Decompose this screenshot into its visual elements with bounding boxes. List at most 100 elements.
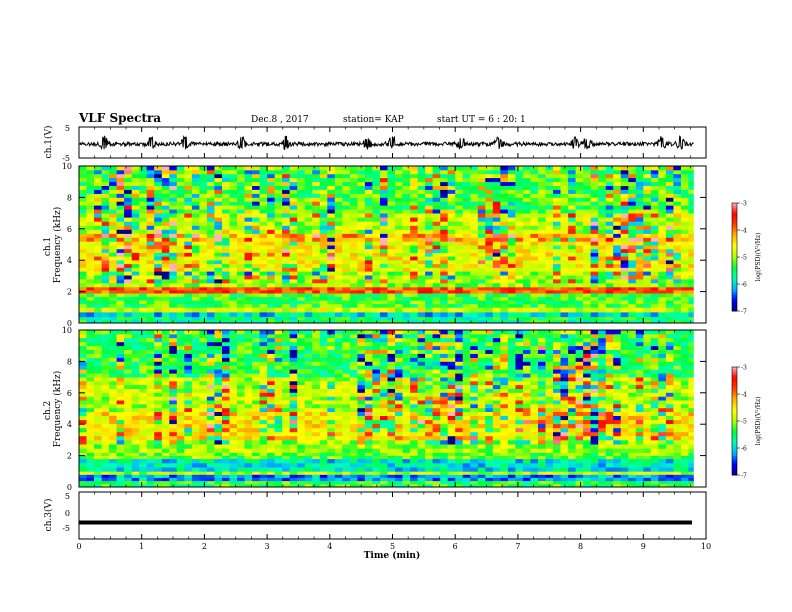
spectrogram-cell — [237, 462, 245, 468]
spectrogram-cell — [349, 213, 358, 218]
spectrogram-cell — [568, 435, 576, 441]
spectrogram-cell — [199, 477, 208, 482]
spectrogram-cell — [101, 193, 110, 198]
spectrogram-cell — [620, 290, 629, 294]
spectrogram-cell — [349, 448, 358, 453]
spectrogram-cell — [109, 185, 117, 190]
spectrogram-cell — [169, 296, 178, 301]
spectrogram-cell — [191, 229, 200, 234]
spectrogram-cell — [342, 427, 351, 433]
spectrogram-cell — [259, 471, 268, 475]
spectrogram-cell — [274, 471, 283, 475]
spectrogram-cell — [477, 471, 486, 475]
spectrogram-cell — [583, 477, 591, 482]
spectrogram-cell — [214, 467, 223, 472]
spectrogram-cell — [131, 279, 140, 284]
spectrogram-cell — [447, 467, 456, 472]
spectrogram-cell — [440, 279, 449, 284]
spectrogram-cell — [364, 177, 373, 183]
spectrogram-cell — [214, 252, 223, 257]
spectrogram-cell — [357, 419, 366, 425]
spectrogram-cell — [222, 296, 230, 301]
spectrogram-cell — [605, 177, 614, 183]
spectrogram-cell — [289, 431, 298, 437]
spectrogram-cell — [237, 319, 245, 324]
spectrogram-cell — [116, 173, 125, 179]
spectrogram-cell — [590, 286, 599, 291]
spectrogram-cell — [139, 293, 148, 298]
spectrogram-cell — [387, 319, 396, 324]
spectrogram-cell — [259, 166, 268, 171]
spectrogram-cell — [372, 283, 381, 288]
spectrogram-cell — [259, 209, 268, 214]
spectrogram-cell — [530, 307, 539, 313]
spectrogram-cell — [244, 467, 253, 472]
spectrogram-cell — [79, 462, 87, 468]
spectrogram-cell — [184, 217, 193, 222]
spectrogram-cell — [492, 197, 501, 202]
spectrogram-cell — [146, 229, 155, 234]
spectrogram-cell — [124, 181, 132, 186]
spectrogram-cell — [485, 237, 494, 242]
spectrogram-cell — [590, 201, 599, 206]
spectrogram-cell — [176, 279, 185, 284]
spectrogram-cell — [342, 452, 351, 456]
spectrogram-cell — [553, 435, 561, 441]
spectrogram-cell — [417, 275, 426, 280]
spectrogram-cell — [79, 455, 87, 460]
spectrogram-cell — [79, 237, 87, 242]
spectrogram-cell — [425, 267, 433, 272]
spectrogram-cell — [176, 209, 185, 214]
spectrogram-cell — [319, 193, 328, 198]
spectrogram-cell — [605, 423, 614, 429]
spectrogram-cell — [432, 283, 441, 288]
spectrogram-cell — [244, 431, 253, 437]
spectrogram-cell — [583, 462, 591, 468]
spectrogram-cell — [131, 241, 140, 246]
spectrogram-cell — [116, 275, 125, 280]
spectrogram-cell — [417, 316, 426, 321]
spectrogram-cell — [146, 252, 155, 257]
spectrogram-cell — [575, 415, 584, 421]
spectrogram-cell — [688, 452, 694, 456]
spectrogram-cell — [154, 427, 163, 433]
spectrogram-cell — [432, 225, 441, 230]
spectrogram-cell — [635, 444, 644, 449]
spectrogram-cell — [109, 241, 117, 246]
spectrogram-cell — [417, 263, 426, 268]
spectrogram-cell — [515, 296, 524, 301]
spectrogram-cell — [304, 296, 313, 301]
spectrogram-cell — [334, 221, 343, 226]
spectrogram-cell — [522, 300, 531, 305]
spectrogram-cell — [568, 448, 576, 453]
spectrogram-cell — [530, 245, 539, 250]
spectrogram-cell — [500, 173, 509, 179]
spectrogram-cell — [545, 248, 554, 253]
spectrogram-cell — [101, 283, 110, 288]
spectrogram-cell — [364, 286, 373, 291]
spectrogram-cell — [289, 300, 298, 305]
spectrogram-cell — [492, 209, 501, 214]
spectrogram-cell — [184, 213, 193, 218]
spectrogram-cell — [184, 455, 193, 460]
spectrogram-cell — [635, 467, 644, 472]
spectrogram-cell — [522, 201, 531, 206]
spectrogram-cell — [259, 290, 268, 294]
spectrogram-cell — [635, 307, 644, 313]
spectrogram-cell — [440, 415, 449, 421]
spectrogram-cell — [237, 193, 245, 198]
spectrogram-cell — [364, 181, 373, 186]
spectrogram-cell — [455, 245, 464, 250]
spectrogram-cell — [259, 283, 268, 288]
spectrogram-cell — [583, 177, 591, 183]
spectrogram-cell — [522, 166, 531, 171]
spectrogram-cell — [222, 275, 230, 280]
spectrogram-cell — [124, 435, 132, 441]
spectrogram-cell — [635, 229, 644, 234]
spectrogram-cell — [267, 173, 275, 179]
spectrogram-cell — [485, 415, 494, 421]
spectrogram-cell — [538, 480, 546, 485]
spectrogram-cell — [410, 248, 418, 253]
spectrogram-cell — [116, 189, 125, 194]
spectrogram-cell — [191, 209, 200, 214]
